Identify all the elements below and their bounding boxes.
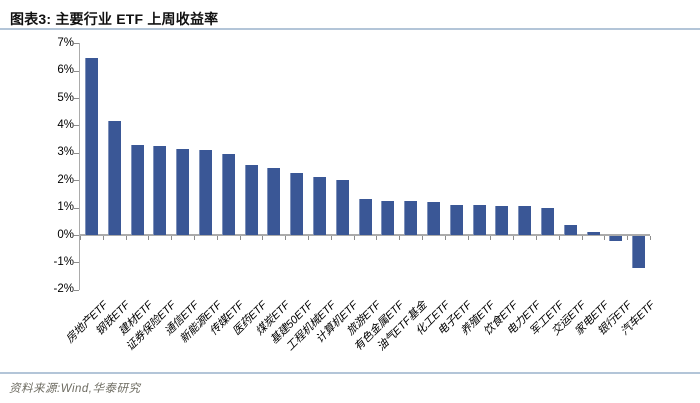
x-tick xyxy=(558,236,560,240)
x-tick xyxy=(513,236,515,240)
bar xyxy=(84,58,98,235)
bar xyxy=(153,145,167,235)
bar xyxy=(449,204,463,235)
y-tick xyxy=(74,70,79,72)
y-tick xyxy=(74,289,79,291)
bar xyxy=(130,144,144,235)
y-tick xyxy=(74,235,79,236)
bar xyxy=(563,225,577,235)
y-axis-label: 5% xyxy=(57,91,74,104)
bar xyxy=(472,204,486,235)
x-tick xyxy=(376,236,378,240)
y-axis-label: 2% xyxy=(57,173,74,186)
y-axis-label: -1% xyxy=(53,255,74,268)
x-tick xyxy=(262,236,264,240)
x-tick xyxy=(239,236,241,240)
x-tick xyxy=(581,236,583,240)
x-tick xyxy=(194,236,195,240)
bar xyxy=(518,206,532,235)
x-tick xyxy=(467,236,469,240)
y-tick xyxy=(74,207,79,209)
bar xyxy=(267,167,281,235)
x-tick xyxy=(80,236,81,240)
x-tick xyxy=(399,236,401,240)
x-tick xyxy=(422,236,423,240)
bar xyxy=(312,177,326,235)
y-axis-label: 4% xyxy=(57,118,74,131)
bar xyxy=(198,150,212,235)
y-axis-label: -2% xyxy=(53,283,74,296)
x-tick xyxy=(125,236,127,240)
bar xyxy=(107,121,121,235)
x-axis-line xyxy=(80,234,650,236)
x-tick xyxy=(536,236,537,240)
y-tick xyxy=(74,180,79,182)
bar xyxy=(244,165,258,235)
y-tick xyxy=(74,152,79,154)
y-axis-label: 1% xyxy=(57,201,74,214)
y-axis-label: 3% xyxy=(57,146,74,159)
bar xyxy=(335,180,349,235)
title-separator xyxy=(0,28,700,30)
x-tick xyxy=(102,236,104,240)
bar xyxy=(290,173,304,235)
y-axis-label: 6% xyxy=(57,64,74,77)
y-tick xyxy=(74,262,79,264)
figure-title: 图表3: 主要行业 ETF 上周收益率 xyxy=(10,11,219,27)
bar xyxy=(586,232,600,235)
bar-chart: 7% 6% 5% 4% 3% 2% 1% 0% -1% -2% 房地产ETF 钢铁ETF 建材ETF 证券… xyxy=(0,30,700,372)
bar xyxy=(426,202,440,235)
y-tick xyxy=(74,98,79,99)
x-tick xyxy=(627,236,629,240)
x-tick xyxy=(444,236,446,240)
bar xyxy=(495,206,509,235)
bar xyxy=(404,200,418,235)
bar xyxy=(221,154,235,235)
x-tick xyxy=(490,236,492,240)
x-tick xyxy=(285,236,287,240)
y-axis-label: 0% xyxy=(57,228,74,241)
footer-separator xyxy=(0,372,700,374)
x-tick xyxy=(604,236,606,240)
x-tick xyxy=(353,236,355,240)
bar xyxy=(358,199,372,235)
source-note: 资料来源:Wind,华泰研究 xyxy=(9,383,141,395)
x-tick xyxy=(650,236,651,240)
bar xyxy=(632,236,646,268)
x-tick xyxy=(148,236,150,240)
y-tick xyxy=(74,43,79,45)
y-tick xyxy=(74,125,79,127)
x-tick xyxy=(171,236,173,240)
x-tick xyxy=(216,236,218,240)
y-axis-label: 7% xyxy=(57,36,74,49)
y-axis-line xyxy=(79,43,80,290)
bar xyxy=(540,207,554,235)
bar xyxy=(609,236,623,242)
x-tick xyxy=(330,236,332,240)
bar xyxy=(381,200,395,235)
bar xyxy=(176,148,190,235)
x-tick xyxy=(308,236,309,240)
